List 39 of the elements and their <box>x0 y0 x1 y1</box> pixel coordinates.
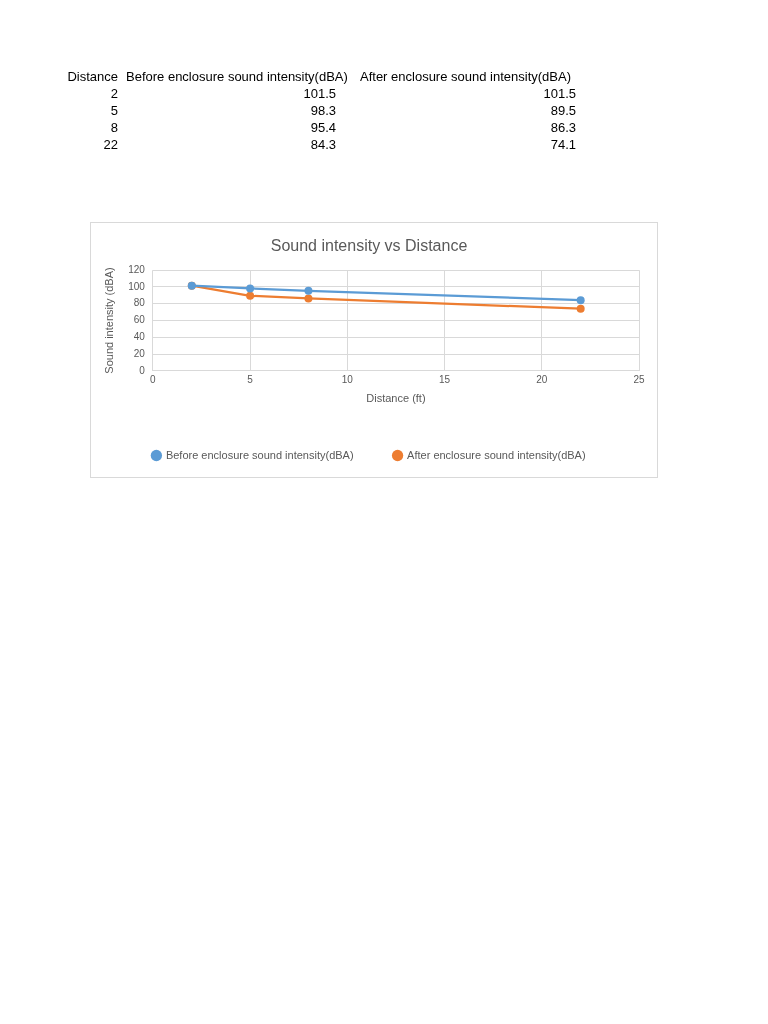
x-tick-label: 25 <box>633 373 645 385</box>
category-label: After enclosure sound intensity(dBA) <box>359 68 572 85</box>
text: 101.5 <box>542 85 577 102</box>
text: 22 <box>102 136 119 153</box>
text: 89.5 <box>549 102 577 119</box>
y-tick-label: 120 <box>128 263 146 275</box>
text: 101.5 <box>302 85 337 102</box>
x-tick-label: 20 <box>536 373 548 385</box>
text: 84.3 <box>309 136 337 153</box>
y-tick-label: 80 <box>133 297 146 309</box>
y-axis-title: Sound intensity (dBA) <box>102 267 115 374</box>
point <box>576 296 585 305</box>
y-tick-label: 60 <box>133 314 146 326</box>
y-tick-label: 100 <box>128 280 146 292</box>
text: 5 <box>109 102 119 119</box>
text: 8 <box>109 119 119 136</box>
point <box>304 286 313 295</box>
legend-label: Before enclosure sound intensity(dBA) <box>165 448 354 461</box>
x-tick-label: 10 <box>341 373 354 385</box>
x-tick-label: 15 <box>438 373 451 385</box>
point <box>246 291 255 300</box>
y-tick-label: 0 <box>139 364 146 376</box>
text: 98.3 <box>309 102 337 119</box>
x-tick-label: 0 <box>150 373 157 385</box>
chart-title: Sound intensity vs Distance <box>270 237 468 255</box>
point <box>304 294 313 303</box>
y-tick-label: 40 <box>133 331 146 343</box>
y-tick-label: 20 <box>133 347 146 359</box>
text: 2 <box>109 85 119 102</box>
point <box>246 284 255 293</box>
legend-label: After enclosure sound intensity(dBA) <box>407 448 586 461</box>
category-label: Distance <box>66 68 119 85</box>
category-label: Before enclosure sound intensity(dBA) <box>125 68 349 85</box>
text: 86.3 <box>549 119 577 136</box>
x-tick-label: 5 <box>247 373 254 385</box>
text: 74.1 <box>549 136 577 153</box>
point <box>576 304 585 313</box>
text: 95.4 <box>309 119 337 136</box>
x-axis-title: Distance (ft) <box>366 392 426 405</box>
